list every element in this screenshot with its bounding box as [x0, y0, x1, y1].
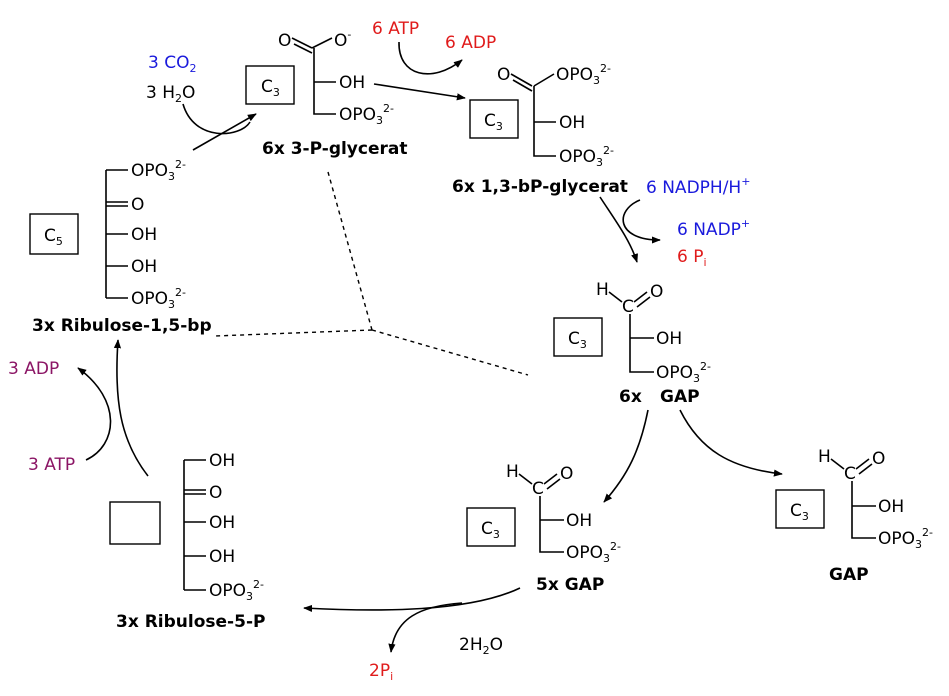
phosphate-label: OPO32-	[556, 62, 611, 87]
nadp-release-arrow	[622, 199, 661, 244]
molecule-1-3-bp-glycerat: C3 O OPO32- OH OPO32- 6x 1,3-bP-glycerat	[452, 62, 628, 197]
name-ribulose-5-p: 3x Ribulose-5-P	[116, 612, 265, 632]
oxygen-label: O	[497, 65, 510, 85]
name-ribulose-1-5-bp: 3x Ribulose-1,5-bp	[32, 316, 212, 336]
h2o-label: 3 H2O	[146, 83, 195, 105]
molecule-6x-gap: C3 H C O OH OPO32- 6x GAP	[553, 280, 711, 407]
dashed-divider	[214, 171, 529, 376]
phosphate-label: OPO32-	[878, 526, 933, 551]
name-6x-gap-count: 6x	[619, 387, 642, 407]
pi-release-arrow	[388, 602, 463, 653]
name-3-p-glycerat: 6x 3-P-glycerat	[262, 139, 407, 159]
hydroxyl-label: OH	[339, 73, 365, 93]
phosphate-label: OPO32-	[209, 578, 264, 603]
name-1-3-bp-glycerat: 6x 1,3-bP-glycerat	[452, 177, 628, 197]
name-6x-gap: GAP	[660, 387, 700, 407]
molecule-5x-gap: C3 H C O OH OPO32- 5x GAP	[466, 462, 621, 595]
molecule-product-gap: C3 H C O OH OPO32- GAP	[775, 447, 933, 585]
box-label: C3	[261, 77, 280, 99]
arrow-ribulose-5-p-to-rubp	[113, 339, 149, 477]
atp-label: 3 ATP	[28, 455, 75, 475]
carbon-label: C	[844, 464, 856, 484]
carbon-box-c5	[29, 213, 79, 255]
oxygen-label: O	[278, 31, 291, 51]
carbon-label: C	[532, 479, 544, 499]
oxygen-label: O	[872, 449, 885, 469]
oxygen-label: O	[209, 483, 222, 503]
adp-release-arrow	[77, 367, 112, 461]
co2-label: 3 CO2	[148, 53, 196, 75]
phosphate-label: OPO32-	[339, 102, 394, 127]
atp-label: 6 ATP	[372, 19, 419, 39]
pi-label: 6 Pi	[677, 247, 707, 269]
box-label: C3	[790, 501, 809, 523]
adp-label: 6 ADP	[445, 33, 496, 53]
carbon-box-c3	[245, 65, 295, 105]
arrow-glycerat-to-bpg	[373, 83, 466, 101]
name-product-gap: GAP	[829, 565, 869, 585]
arrow-ribulose-to-glycerat	[192, 113, 257, 151]
carbon-box-empty	[109, 501, 161, 545]
arrow-gap-to-ribulose-5-p	[303, 587, 521, 613]
molecule-ribulose-1-5-bp: C5 OPO32- O OH OH OPO32- 3x Ribulose-1,5…	[29, 158, 212, 336]
box-label: C3	[484, 111, 503, 133]
phosphate-label: OPO32-	[566, 540, 621, 565]
carbon-box-c3	[469, 99, 519, 139]
molecule-ribulose-5-p: OH O OH OH OPO32- 3x Ribulose-5-P	[109, 451, 265, 632]
name-5x-gap: 5x GAP	[536, 575, 604, 595]
adp-label: 3 ADP	[8, 359, 59, 379]
arrow-gap-to-5x-gap	[603, 409, 649, 503]
pi-label: 2Pi	[369, 661, 393, 683]
oxygen-label: O	[650, 282, 663, 302]
phosphate-label: OPO32-	[131, 158, 186, 183]
hydrogen-label: H	[818, 447, 831, 467]
hydrogen-label: H	[596, 280, 609, 300]
hydroxyl-label: OH	[209, 513, 235, 533]
arrow-bpg-to-gap	[599, 196, 638, 263]
co2-fixation-curve	[182, 103, 251, 135]
molecule-3-p-glycerat: C3 O O- OH OPO32- 6x 3-P-glycerat	[245, 28, 407, 159]
oxygen-label: O	[560, 464, 573, 484]
carbon-box-c3	[775, 489, 825, 529]
phosphate-label: OPO32-	[656, 360, 711, 385]
hydrogen-label: H	[506, 462, 519, 482]
oxygen-label: O-	[334, 28, 351, 51]
adp-release-arrow	[398, 41, 463, 75]
hydroxyl-label: OH	[131, 225, 157, 245]
nadph-label: 6 NADPH/H+	[646, 175, 750, 198]
carbon-box-c3	[466, 507, 516, 547]
hydroxyl-label: OH	[566, 511, 592, 531]
nadp-label: 6 NADP+	[677, 217, 750, 240]
hydroxyl-label: OH	[559, 113, 585, 133]
box-label: C3	[481, 519, 500, 541]
hydroxyl-label: OH	[209, 547, 235, 567]
box-label: C3	[568, 329, 587, 351]
oxygen-label: O	[131, 195, 144, 215]
carbon-label: C	[622, 297, 634, 317]
carbon-box-c3	[553, 317, 603, 357]
phosphate-label: OPO32-	[559, 144, 614, 169]
hydroxyl-label: OH	[878, 497, 904, 517]
hydroxyl-label: OH	[209, 451, 235, 471]
hydroxyl-label: OH	[131, 257, 157, 277]
phosphate-label: OPO32-	[131, 286, 186, 311]
h2o-label: 2H2O	[459, 635, 503, 657]
arrow-gap-to-product-gap	[679, 409, 783, 477]
box-label: C5	[44, 226, 63, 248]
hydroxyl-label: OH	[656, 329, 682, 349]
